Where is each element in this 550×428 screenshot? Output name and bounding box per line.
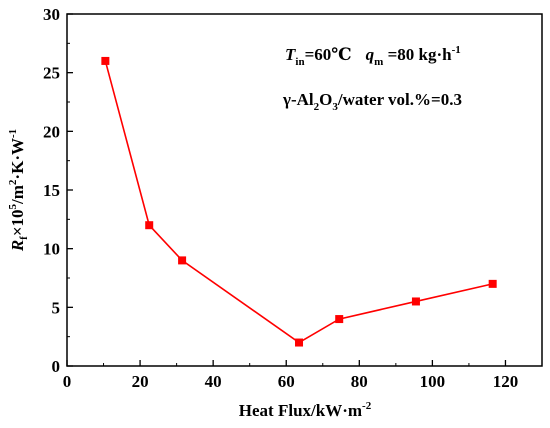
x-tick-label: 60	[278, 372, 295, 391]
x-tick-label: 0	[63, 372, 72, 391]
x-tick-label: 40	[205, 372, 222, 391]
y-tick-label: 30	[43, 5, 60, 24]
x-tick-label: 80	[351, 372, 368, 391]
y-tick-label: 10	[43, 240, 60, 259]
annotation-nanofluid: γ-Al2O3/water vol.%=0.3	[282, 90, 462, 113]
y-tick-label: 20	[43, 122, 60, 141]
y-tick-label: 15	[43, 181, 60, 200]
data-point	[145, 221, 154, 230]
y-tick-label: 0	[52, 357, 61, 376]
x-axis-ticks: 0 20 40 60 80 100 120	[63, 360, 518, 391]
y-axis-title: Rf×105/m2·K·W-1	[7, 129, 30, 252]
data-point	[178, 256, 187, 265]
x-axis-title: Heat Flux/kW·m-2	[239, 400, 372, 420]
x-tick-label: 100	[420, 372, 446, 391]
data-point	[488, 279, 497, 288]
y-axis-ticks: 0 5 10 15 20 25 30	[43, 5, 73, 376]
data-point	[411, 297, 420, 306]
data-point	[101, 56, 110, 65]
y-tick-label: 5	[52, 298, 61, 317]
y-tick-label: 25	[43, 64, 60, 83]
annotation-conditions: Tin=60℃ qm =80 kg·h-1	[285, 44, 461, 68]
data-point	[335, 315, 344, 324]
data-point	[295, 338, 304, 347]
x-tick-label: 20	[132, 372, 149, 391]
series	[101, 56, 497, 347]
x-tick-label: 120	[493, 372, 519, 391]
